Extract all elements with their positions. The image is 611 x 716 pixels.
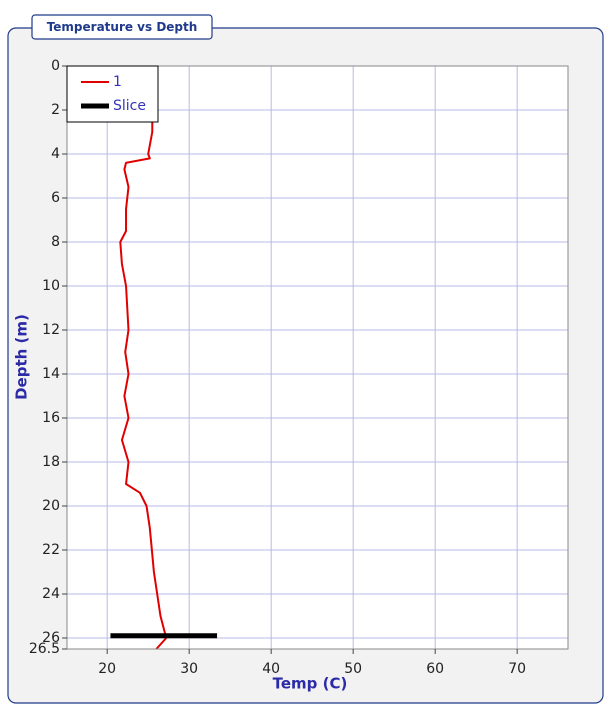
y-tick-label: 26 — [42, 630, 60, 646]
y-tick-label: 14 — [42, 366, 60, 382]
plot-frame — [66, 65, 569, 650]
y-tick-label: 22 — [42, 542, 60, 558]
x-tick-label: 20 — [98, 661, 116, 677]
x-tick-label: 40 — [262, 661, 280, 677]
chart-title: Temperature vs Depth — [47, 20, 198, 34]
legend: 1 Slice — [66, 65, 159, 123]
x-tick-label: 30 — [180, 661, 198, 677]
y-axis-title: Depth (m) — [13, 314, 31, 400]
y-tick-label: 4 — [51, 146, 60, 162]
y-tick-label: 24 — [42, 586, 60, 602]
y-tick-label: 26.5 — [29, 641, 60, 657]
lines — [110, 99, 218, 650]
x-tick-label: 60 — [426, 661, 444, 677]
legend-label: Slice — [113, 98, 146, 114]
y-tick-label: 6 — [51, 190, 60, 206]
y-tick-label: 0 — [51, 58, 60, 74]
y-tick-label: 12 — [42, 322, 60, 338]
y-tick-label: 10 — [42, 278, 60, 294]
y-tick-label: 20 — [42, 498, 60, 514]
title-tab — [31, 14, 213, 40]
plot-area — [67, 66, 568, 649]
y-tick-label: 2 — [51, 102, 60, 118]
x-tick-label: 50 — [344, 661, 362, 677]
legend-label: 1 — [113, 74, 122, 90]
y-tick-label: 16 — [42, 410, 60, 426]
series-line — [119, 99, 168, 650]
x-axis-title: Temp (C) — [273, 675, 348, 693]
y-tick-label: 18 — [42, 454, 60, 470]
y-tick-label: 8 — [51, 234, 60, 250]
x-tick-label: 70 — [508, 661, 526, 677]
legend-box — [66, 65, 159, 123]
